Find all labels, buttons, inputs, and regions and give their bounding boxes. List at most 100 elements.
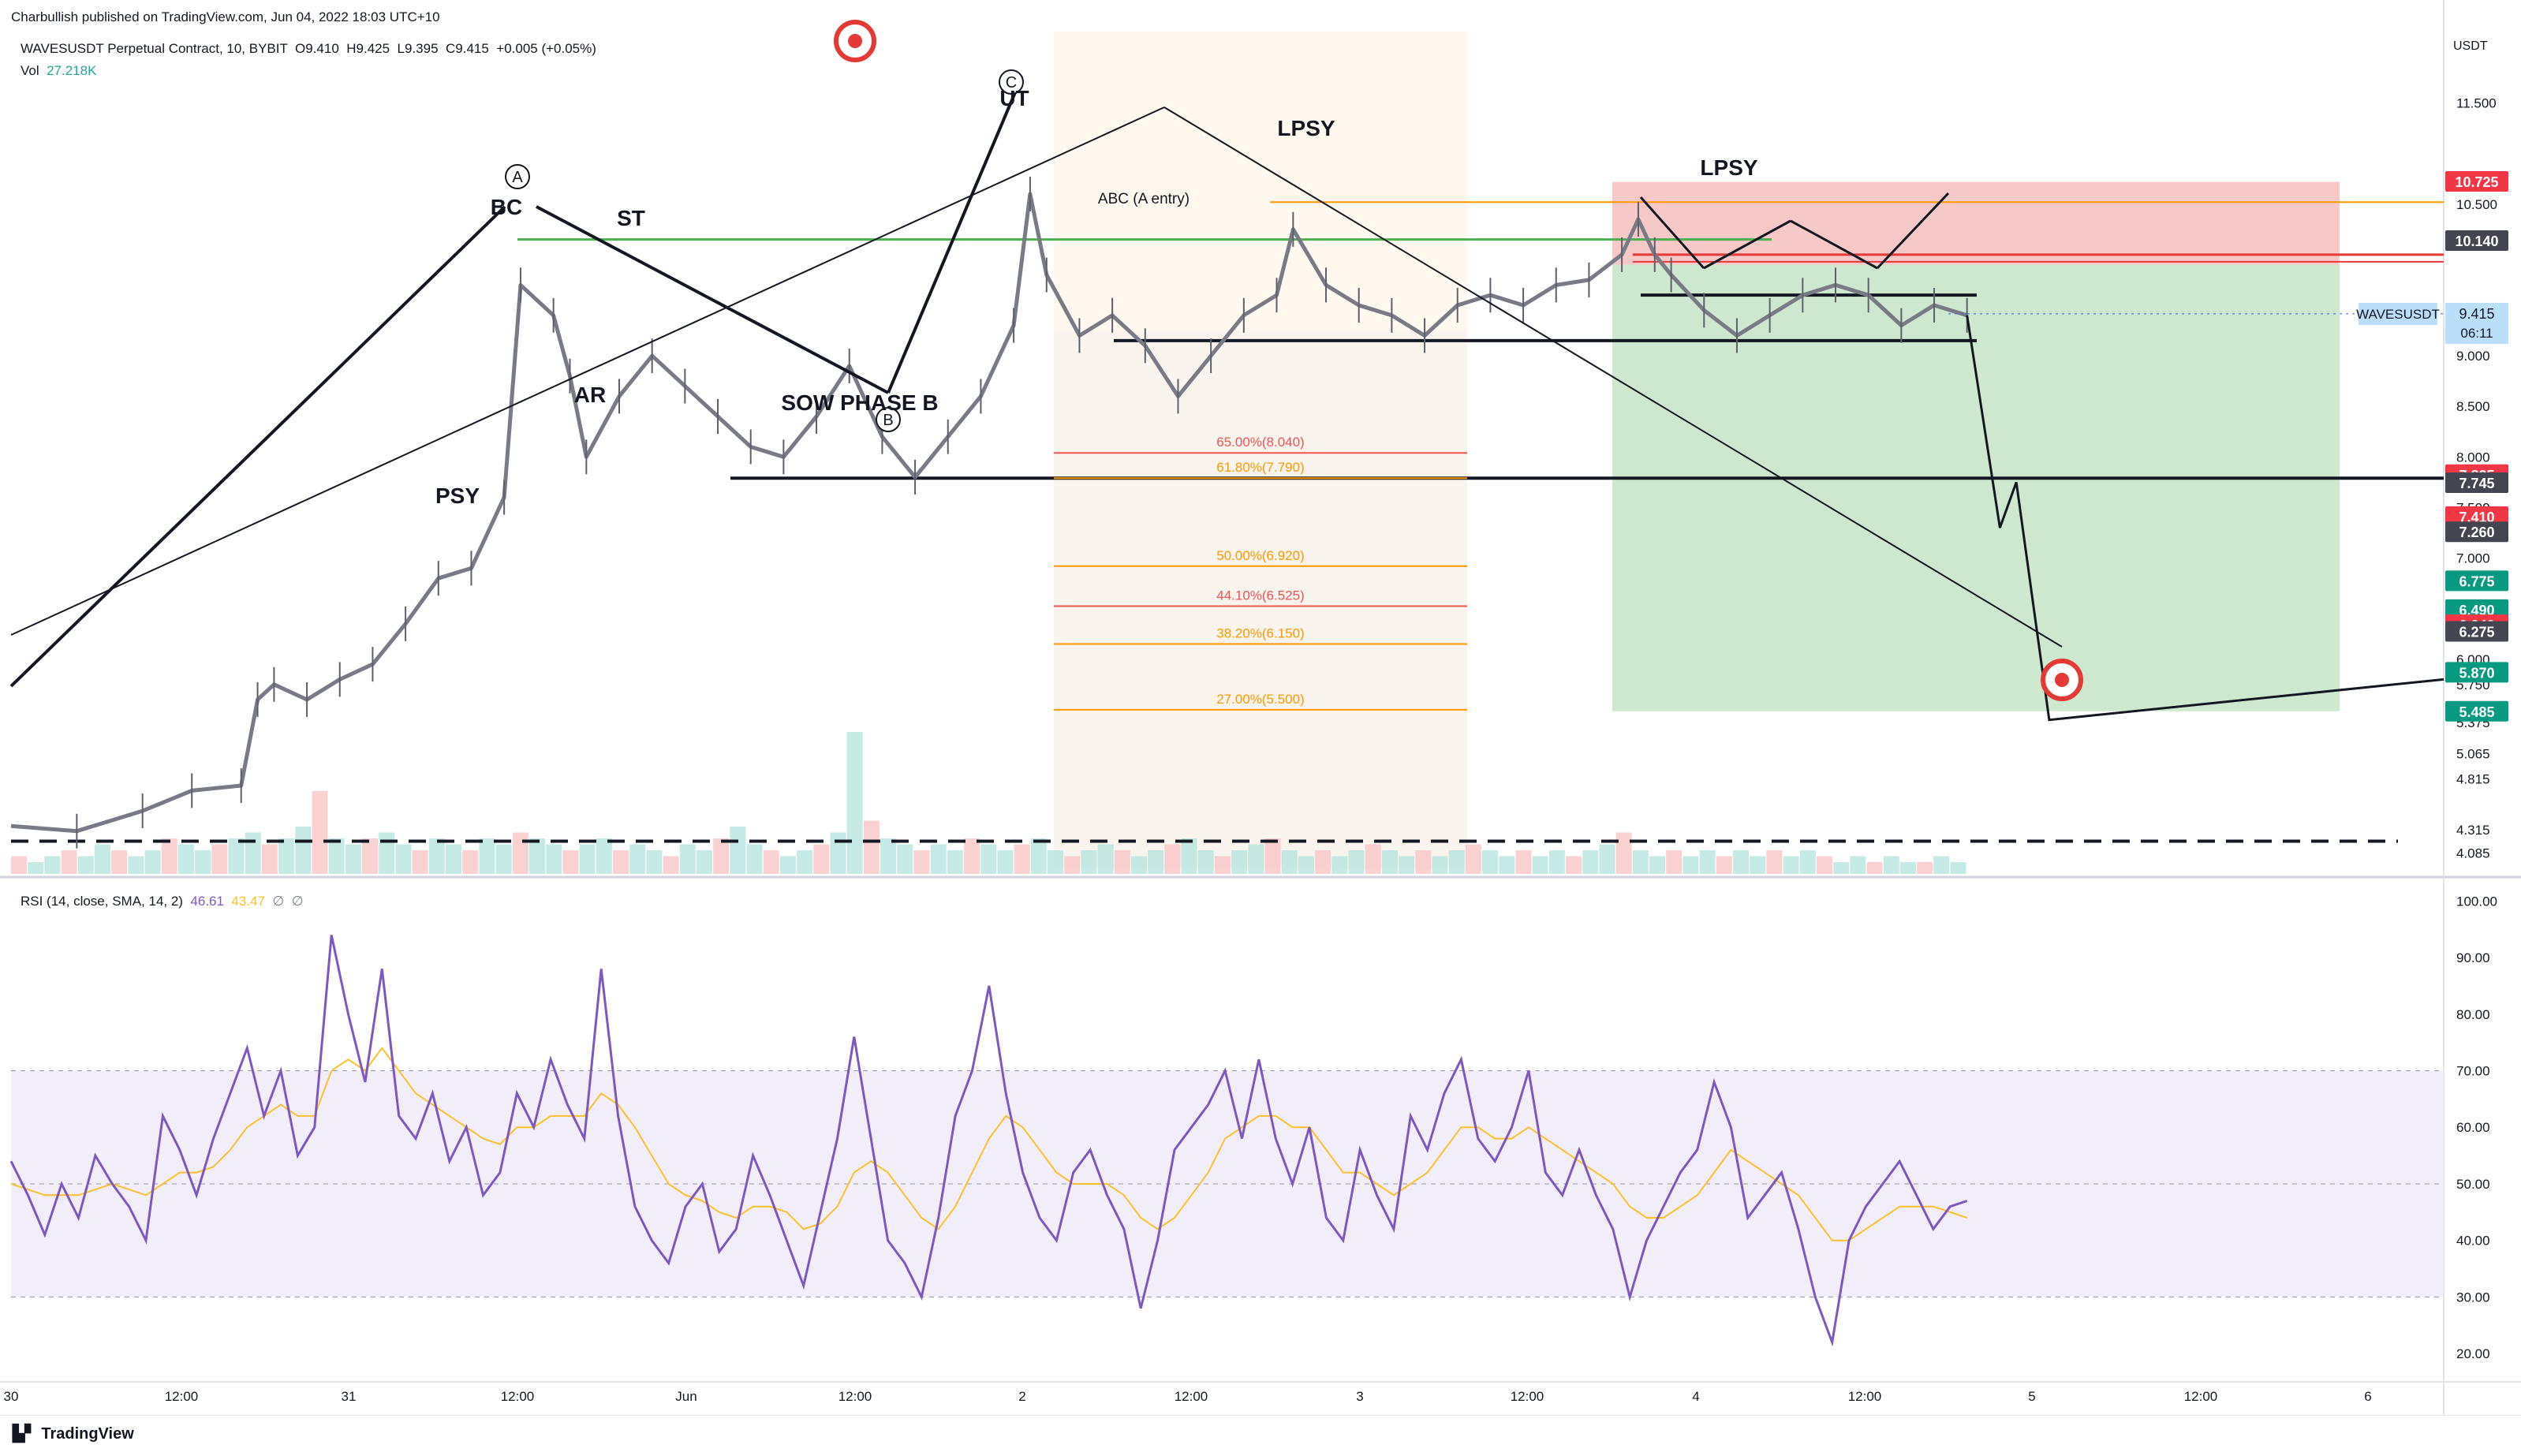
price-tag-bg [2445, 472, 2508, 494]
volume-bar [913, 850, 930, 874]
price-tick-label: 4.815 [2456, 772, 2490, 787]
time-tick-label: 12:00 [2184, 1389, 2218, 1404]
time-tick-label: 12:00 [1511, 1389, 1544, 1404]
time-tick-label: 5 [2028, 1389, 2035, 1404]
zigzag-2 [1703, 219, 1791, 270]
time-tick-label: 12:00 [1848, 1389, 1882, 1404]
fib-zone-grey [1054, 331, 1467, 868]
volume-bar [880, 838, 897, 874]
target-icon-center [2055, 673, 2069, 687]
volume-bar [1014, 844, 1030, 874]
volume-bar [797, 850, 813, 874]
volume-bar [529, 838, 546, 874]
volume-bar [1532, 856, 1548, 874]
volume-bar [1164, 844, 1181, 874]
annotation-label: ST [617, 206, 645, 230]
price-tag-label: 10.725 [2455, 174, 2498, 190]
legend-header: WAVESUSDT Perpetual Contract, 10, BYBIT … [21, 41, 596, 57]
volume-bar [696, 850, 712, 874]
volume-bar [1315, 850, 1331, 874]
volume-label: Vol [21, 63, 39, 78]
volume-bar [562, 850, 579, 874]
volume-bar [1465, 844, 1481, 874]
rsi-legend: RSI (14, close, SMA, 14, 2) 46.61 43.47 … [21, 894, 304, 909]
volume-bar [379, 832, 395, 874]
volume-bar [546, 844, 562, 874]
volume-bar [211, 844, 228, 874]
volume-bar [1432, 856, 1448, 874]
trend-line-up [10, 106, 1165, 636]
volume-bar [144, 850, 161, 874]
rsi-tick-label: 100.00 [2456, 894, 2497, 909]
price-tag-label: 6.775 [2459, 573, 2494, 589]
volume-bar [362, 838, 379, 874]
volume-bar [1566, 856, 1582, 874]
volume-bar [1899, 862, 1916, 874]
volume-bar [1632, 850, 1649, 874]
volume-bar [111, 850, 128, 874]
current-symbol-tag-bg [2359, 302, 2437, 325]
tradingview-logo[interactable]: ▙▘ TradingView [13, 1424, 134, 1443]
price-tick-label: 8.000 [2456, 450, 2490, 465]
price-tag-label: 7.410 [2459, 510, 2494, 525]
volume-bar [1264, 838, 1281, 874]
rsi-label[interactable]: RSI (14, close, SMA, 14, 2) [21, 894, 183, 909]
volume-bar [1365, 844, 1381, 874]
volume-bar [428, 838, 445, 874]
target-icon-center [848, 34, 862, 48]
volume-bar [1649, 856, 1666, 874]
volume-bar [412, 850, 428, 874]
volume-bar [629, 844, 646, 874]
ohlc-change: +0.005 (+0.05%) [496, 41, 596, 56]
price-tick-label: 4.085 [2456, 846, 2490, 861]
price-tag-bg [2445, 170, 2508, 192]
price-tag-label: 7.260 [2459, 525, 2494, 540]
time-tick-label: 12:00 [165, 1389, 199, 1404]
rsi-line [9, 935, 1968, 1347]
volume-bar [1750, 856, 1766, 874]
volume-bar [964, 838, 980, 874]
volume-bar [328, 838, 345, 874]
time-tick-label: 30 [4, 1389, 19, 1404]
volume-bar [1030, 838, 1047, 874]
price-tag-label: 10.140 [2455, 233, 2498, 249]
wave-label-circle [999, 69, 1024, 95]
zigzag-1 [1639, 196, 1705, 269]
volume-bar [1064, 856, 1081, 874]
volume-bar [1816, 856, 1832, 874]
time-tick-label: 31 [342, 1389, 357, 1404]
time-tick-label: 2 [1018, 1389, 1025, 1404]
volume-bar [1131, 856, 1148, 874]
volume-bar [345, 844, 361, 874]
volume-bar [1683, 856, 1699, 874]
volume-bar [44, 856, 61, 874]
volume-bar [1281, 850, 1298, 874]
volume-bar [1933, 856, 1950, 874]
volume-bar [1515, 850, 1532, 874]
volume-bar [161, 838, 177, 874]
volume-bar [1081, 850, 1097, 874]
rsi-tick-label: 80.00 [2456, 1007, 2490, 1022]
fib-level-label: 44.10%(6.525) [1216, 588, 1305, 603]
rsi-z2: ∅ [291, 894, 304, 909]
volume-bar [512, 832, 528, 874]
ohlc-open: O9.410 [295, 41, 339, 56]
symbol-name[interactable]: WAVESUSDT Perpetual Contract, 10, BYBIT [21, 41, 288, 56]
wave-label-circle [505, 164, 530, 189]
volume-bar [646, 850, 663, 874]
wave-line-to-a [9, 205, 506, 688]
volume-bar [61, 850, 77, 874]
volume-bar [312, 791, 328, 874]
volume-bar [77, 856, 94, 874]
volume-bar [1850, 856, 1866, 874]
price-tag-bg [2445, 700, 2508, 722]
time-tick-label: 12:00 [838, 1389, 872, 1404]
volume-bar [679, 844, 696, 874]
footer-bar [0, 1415, 2521, 1453]
volume-bar [930, 844, 947, 874]
rsi-tick-label: 90.00 [2456, 950, 2490, 965]
price-tick-label: 7.000 [2456, 551, 2490, 566]
volume-bar [1917, 862, 1933, 874]
